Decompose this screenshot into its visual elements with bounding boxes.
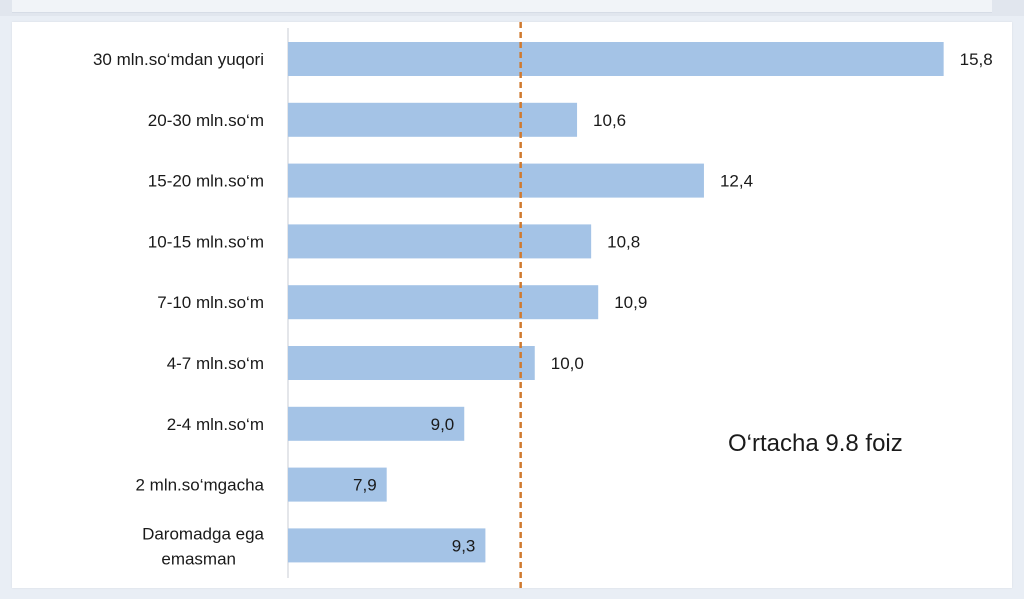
average-note: O‘rtacha 9.8 foiz (728, 430, 903, 457)
bar-6 (288, 406, 465, 441)
category-label-3: 10-15 mln.so‘m (148, 232, 264, 251)
category-label-4: 7-10 mln.so‘m (157, 293, 264, 312)
bar-2 (288, 163, 704, 198)
value-label-5: 10,0 (551, 354, 584, 373)
bar-3 (288, 224, 592, 259)
value-label-8: 9,3 (452, 536, 476, 555)
category-label-5: 4-7 mln.so‘m (167, 354, 264, 373)
value-label-7: 7,9 (353, 476, 377, 495)
category-label-6: 2-4 mln.so‘m (167, 415, 264, 434)
category-label-1: 20-30 mln.so‘m (148, 111, 264, 130)
value-label-1: 10,6 (593, 111, 626, 130)
bar-5 (288, 346, 535, 380)
bar-0 (288, 42, 944, 76)
value-label-3: 10,8 (607, 232, 640, 251)
value-label-2: 12,4 (720, 172, 753, 191)
value-label-4: 10,9 (614, 293, 647, 312)
top-strip (0, 0, 1024, 16)
category-label-8: Daromadga ega emasman (142, 524, 264, 568)
category-label-7: 2 mln.so‘mgacha (135, 476, 264, 495)
value-label-0: 15,8 (960, 50, 993, 69)
bar-4 (288, 285, 599, 320)
category-label-0: 30 mln.so‘mdan yuqori (93, 50, 264, 69)
value-label-6: 9,0 (431, 415, 455, 434)
category-label-2: 15-20 mln.so‘m (148, 172, 264, 191)
bar-1 (288, 102, 578, 137)
bar-7 (288, 467, 387, 502)
top-strip-bar (12, 0, 992, 13)
bar-8 (288, 528, 486, 563)
